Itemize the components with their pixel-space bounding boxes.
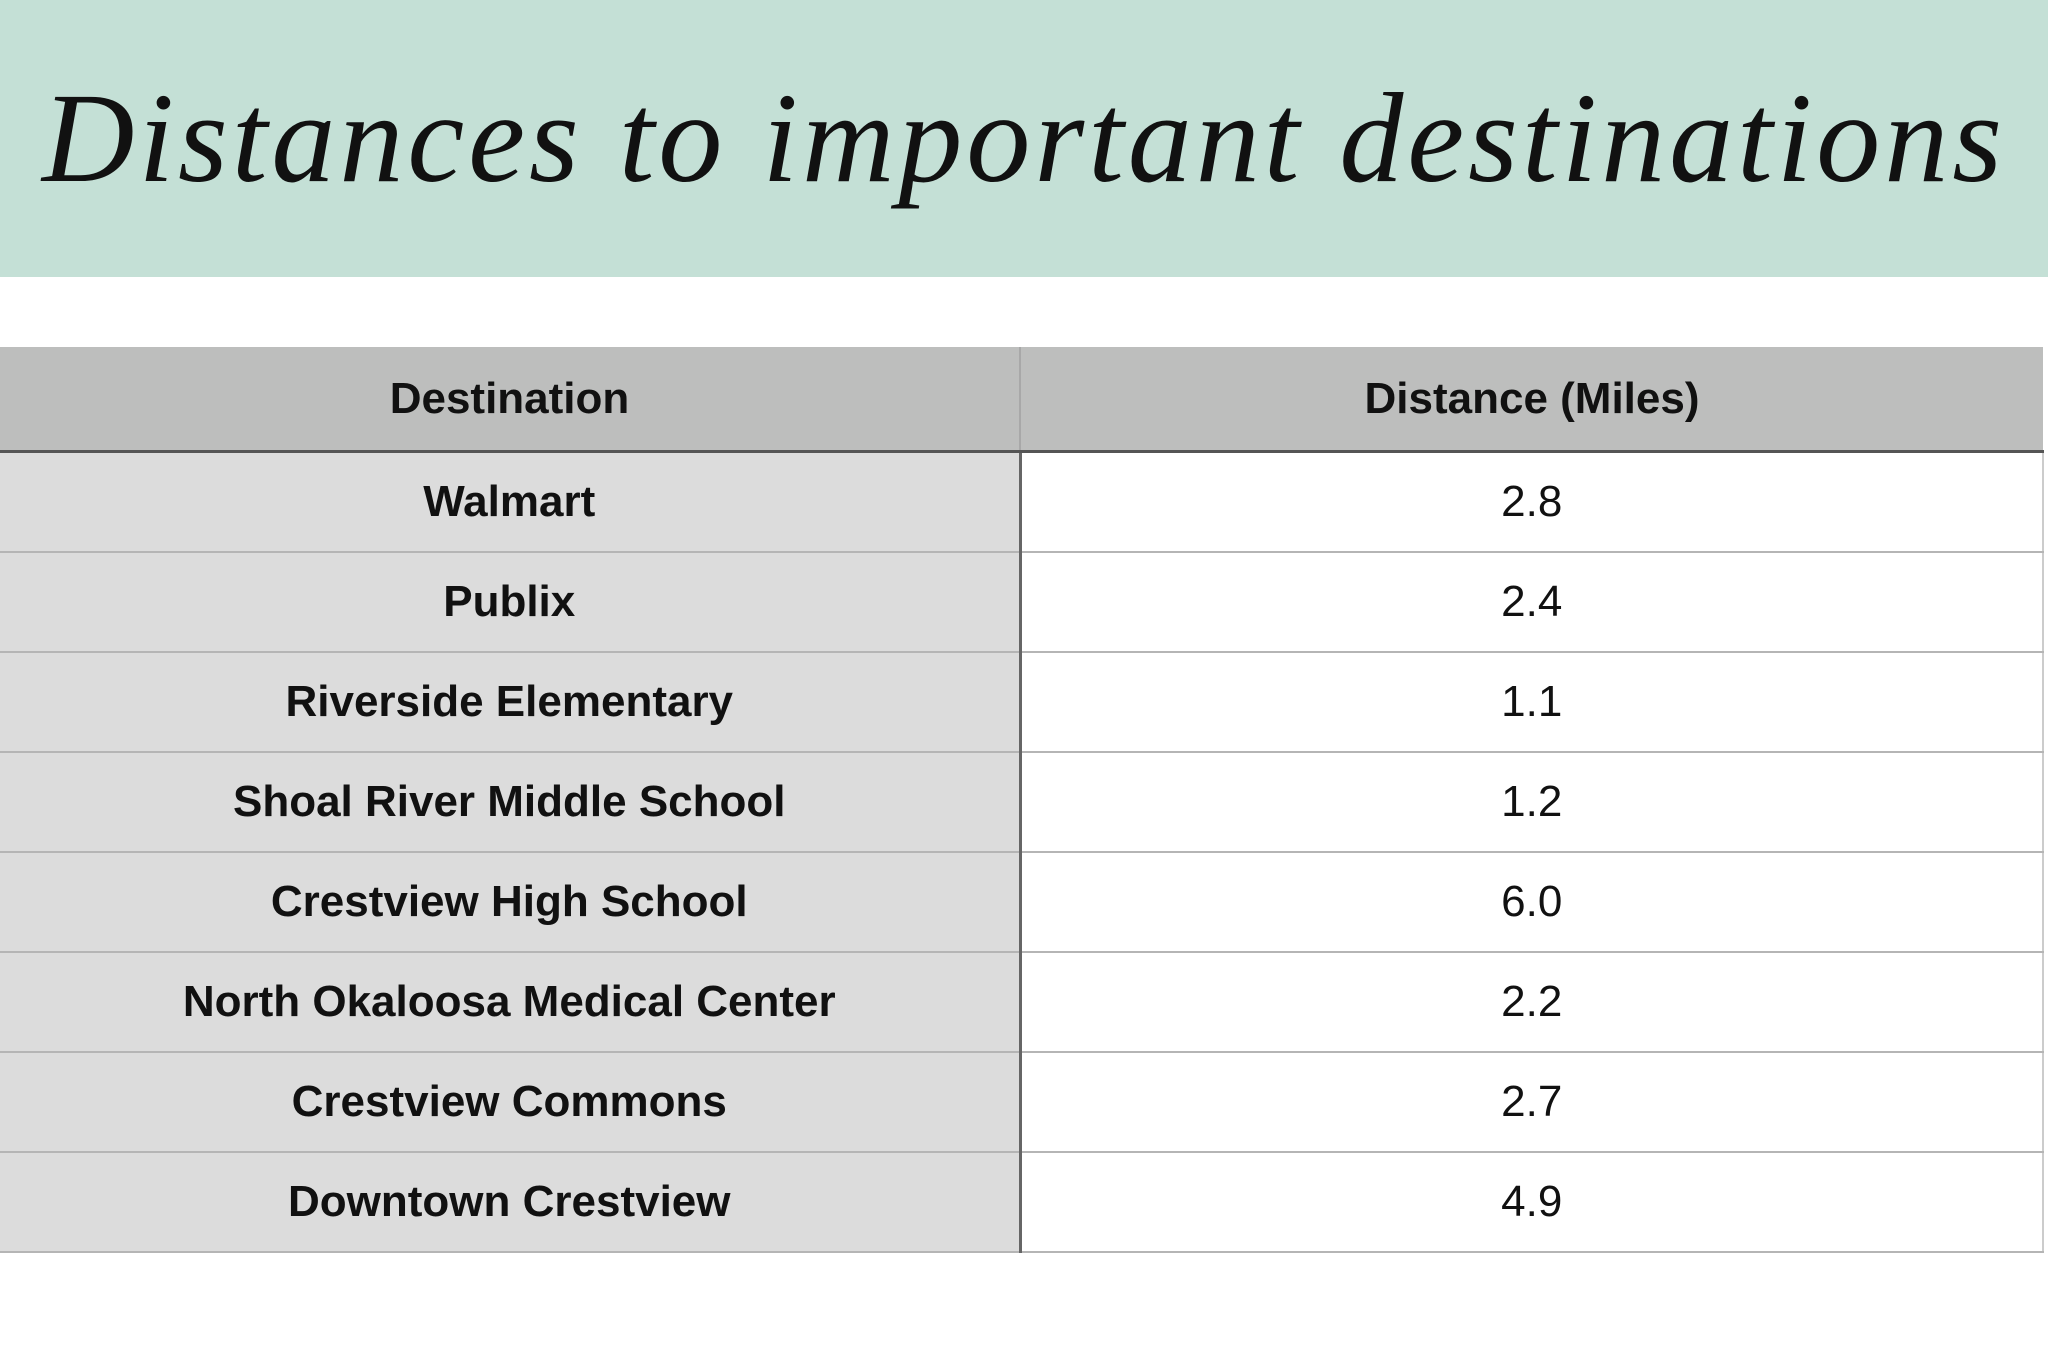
column-header: Destination — [0, 347, 1021, 453]
table-body: Walmart 2.8 Publix 2.4 Riverside Elementary 1… — [0, 451, 2044, 1253]
destination-cell: Riverside Elementary — [0, 652, 1022, 753]
distance-cell: 2.8 — [1020, 451, 2044, 553]
column-header: Distance (Miles) — [1020, 347, 2043, 453]
table-row: Walmart 2.8 — [0, 451, 2044, 553]
table-row: North Okaloosa Medical Center 2.2 — [0, 952, 2044, 1053]
distance-cell: 4.9 — [1020, 1152, 2044, 1253]
table-row: Publix 2.4 — [0, 552, 2044, 653]
distance-table: Destination Distance (Miles) Walmart 2.8 Pu… — [0, 347, 2044, 1253]
distance-cell: 1.2 — [1020, 752, 2044, 853]
header-row: Destination Distance (Miles) — [0, 347, 2043, 453]
destination-cell: Crestview High School — [0, 852, 1022, 953]
destination-cell: Publix — [0, 552, 1022, 653]
table-row: Riverside Elementary 1.1 — [0, 652, 2044, 753]
title-banner: Distances to important destinations — [0, 0, 2048, 277]
destination-cell: Shoal River Middle School — [0, 752, 1022, 853]
table-row: Crestview High School 6.0 — [0, 852, 2044, 953]
destination-cell: Crestview Commons — [0, 1052, 1022, 1153]
destination-cell: North Okaloosa Medical Center — [0, 952, 1022, 1053]
table-row: Crestview Commons 2.7 — [0, 1052, 2044, 1153]
distance-cell: 1.1 — [1020, 652, 2044, 753]
destination-cell: Walmart — [0, 451, 1022, 553]
distance-cell: 6.0 — [1020, 852, 2044, 953]
distance-cell: 2.2 — [1020, 952, 2044, 1053]
table-row: Downtown Crestview 4.9 — [0, 1152, 2044, 1253]
distance-cell: 2.7 — [1020, 1052, 2044, 1153]
page-title: Distances to important destinations — [42, 67, 2006, 209]
destination-cell: Downtown Crestview — [0, 1152, 1022, 1253]
distance-cell: 2.4 — [1020, 552, 2044, 653]
table-row: Shoal River Middle School 1.2 — [0, 752, 2044, 853]
